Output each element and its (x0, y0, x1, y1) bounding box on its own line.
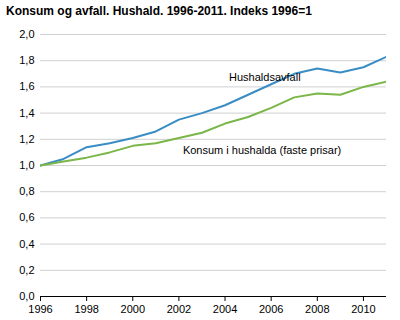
svg-text:1,0: 1,0 (19, 159, 34, 171)
svg-text:0,8: 0,8 (19, 185, 34, 197)
svg-text:1,4: 1,4 (19, 107, 34, 119)
svg-text:2008: 2008 (305, 303, 329, 315)
svg-text:1,2: 1,2 (19, 133, 34, 145)
svg-text:1,6: 1,6 (19, 80, 34, 92)
html-text:Konsum og avfall. Hushald. 199: Konsum og avfall. Hushald. 1996-2011. In… (6, 4, 312, 18)
svg-text:2,0: 2,0 (19, 28, 34, 40)
svg-text:0,6: 0,6 (19, 211, 34, 223)
svg-text:0,4: 0,4 (19, 238, 34, 250)
svg-text:0,2: 0,2 (19, 264, 34, 276)
svg-text:2006: 2006 (259, 303, 283, 315)
svg-text:Konsum i hushalda (faste prisa: Konsum i hushalda (faste prisar) (183, 144, 341, 156)
svg-text:2010: 2010 (351, 303, 375, 315)
svg-text:2000: 2000 (121, 303, 145, 315)
svg-text:1996: 1996 (28, 303, 52, 315)
svg-text:0,0: 0,0 (19, 290, 34, 302)
svg-text:1998: 1998 (74, 303, 98, 315)
svg-text:2002: 2002 (167, 303, 191, 315)
svg-text:1,8: 1,8 (19, 54, 34, 66)
svg-text:2004: 2004 (213, 303, 237, 315)
svg-text:Hushaldsavfall: Hushaldsavfall (229, 71, 301, 83)
